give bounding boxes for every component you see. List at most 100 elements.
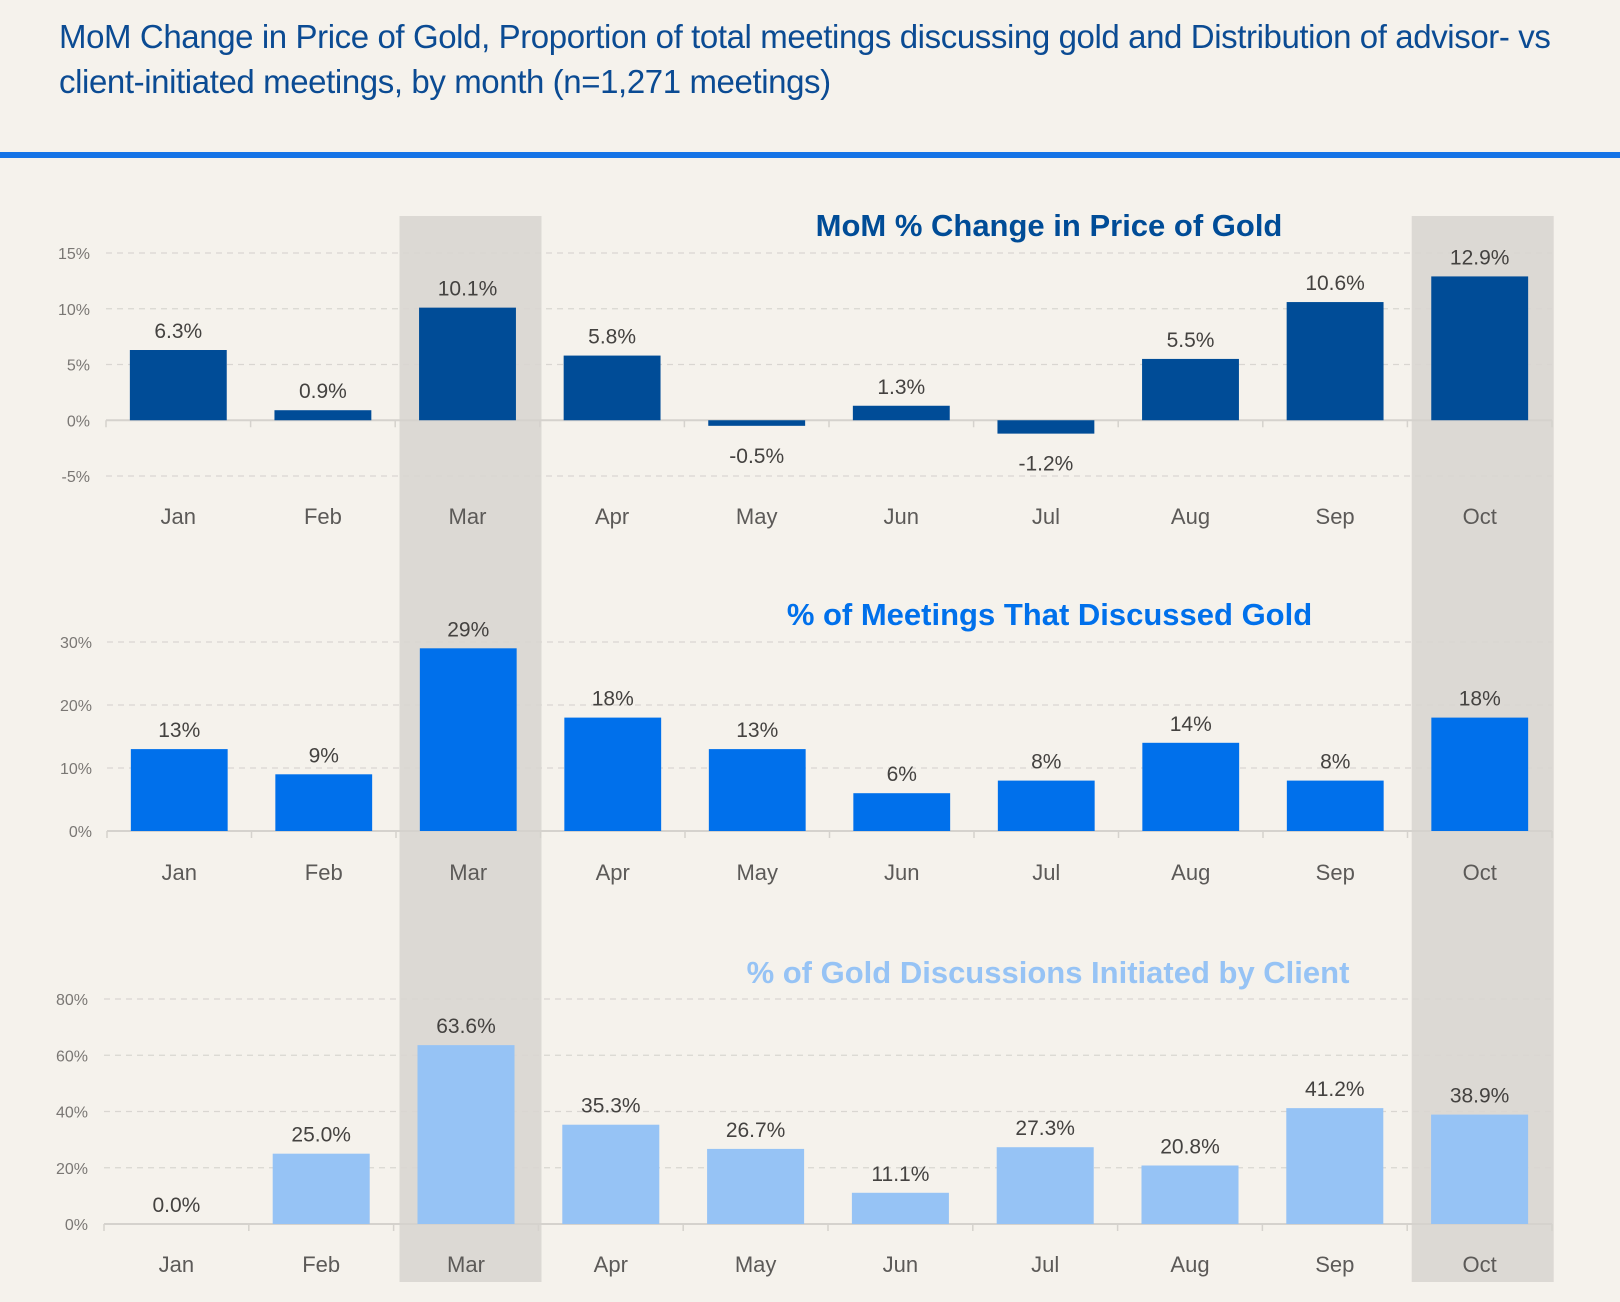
accent-rule	[0, 152, 1620, 158]
chart-title: % of Meetings That Discussed Gold	[787, 597, 1312, 632]
data-label: 41.2%	[1305, 1078, 1365, 1101]
bar-mar	[419, 307, 516, 421]
y-tick-label: 60%	[56, 1048, 88, 1065]
bar-apr	[564, 717, 662, 831]
y-tick-label: 5%	[67, 358, 90, 375]
data-label: 5.8%	[588, 326, 636, 349]
bar-sep	[1286, 780, 1384, 831]
bar-may	[708, 749, 806, 831]
data-label: -0.5%	[729, 445, 784, 468]
bar-feb	[272, 1153, 370, 1224]
data-label: 29%	[447, 618, 489, 641]
data-label: 10.6%	[1305, 272, 1365, 295]
data-label: 5.5%	[1167, 329, 1215, 352]
chart-title: % of Gold Discussions Initiated by Clien…	[747, 955, 1350, 990]
y-tick-label: 20%	[60, 698, 92, 715]
y-tick-label: 0%	[65, 1217, 88, 1234]
chart-title: MoM % Change in Price of Gold	[816, 208, 1283, 243]
bar-oct	[1431, 276, 1529, 421]
y-tick-label: 20%	[56, 1161, 88, 1178]
x-tick-label: Sep	[1316, 860, 1355, 885]
x-tick-label: Aug	[1171, 504, 1210, 529]
x-tick-label: Aug	[1171, 860, 1210, 885]
bar-jun	[853, 793, 951, 831]
data-label: 8%	[1320, 751, 1350, 774]
bar-jul	[997, 780, 1095, 831]
x-tick-label: Feb	[304, 504, 342, 529]
y-tick-label: 10%	[58, 302, 90, 319]
bar-oct	[1431, 717, 1529, 831]
x-tick-label: Oct	[1463, 504, 1497, 529]
data-label: 63.6%	[436, 1015, 496, 1038]
bar-aug	[1142, 358, 1239, 421]
x-tick-label: Apr	[596, 860, 630, 885]
bar-mar	[417, 1045, 515, 1224]
data-label: 0.9%	[299, 380, 347, 403]
data-label: 6%	[887, 763, 917, 786]
x-tick-label: Mar	[449, 504, 487, 529]
x-tick-label: Feb	[302, 1252, 340, 1277]
x-tick-label: Mar	[449, 860, 487, 885]
x-tick-label: May	[736, 504, 778, 529]
bar-jan	[129, 350, 227, 421]
y-tick-label: -5%	[62, 469, 90, 486]
bar-jul	[996, 1147, 1094, 1224]
y-tick-label: 15%	[58, 246, 90, 263]
x-tick-label: Oct	[1463, 860, 1497, 885]
bar-jul	[997, 420, 1095, 434]
x-tick-label: Jul	[1032, 860, 1060, 885]
bar-mar	[419, 648, 517, 831]
bar-feb	[275, 774, 373, 831]
bar-jun	[851, 1192, 949, 1224]
bar-apr	[562, 1124, 660, 1224]
bar-sep	[1286, 1108, 1384, 1224]
x-tick-label: Apr	[595, 504, 629, 529]
bar-may	[708, 420, 806, 426]
x-tick-label: May	[736, 860, 778, 885]
bar-sep	[1286, 302, 1384, 421]
data-label: 26.7%	[726, 1119, 786, 1142]
x-tick-label: Sep	[1315, 1252, 1354, 1277]
x-tick-label: Aug	[1170, 1252, 1209, 1277]
page-title: MoM Change in Price of Gold, Proportion …	[59, 18, 1551, 100]
y-tick-label: 30%	[60, 635, 92, 652]
y-tick-label: 80%	[56, 992, 88, 1009]
data-label: 10.1%	[438, 278, 498, 301]
y-tick-label: 0%	[69, 824, 92, 841]
data-label: 0.0%	[152, 1194, 200, 1217]
x-tick-label: Jun	[884, 504, 919, 529]
data-label: 13%	[158, 719, 200, 742]
x-tick-label: Jan	[162, 860, 197, 885]
x-tick-label: Feb	[305, 860, 343, 885]
data-label: 8%	[1031, 751, 1061, 774]
x-tick-label: Jul	[1031, 1252, 1059, 1277]
x-tick-label: Jul	[1032, 504, 1060, 529]
data-label: 25.0%	[291, 1124, 351, 1147]
data-label: 14%	[1170, 713, 1212, 736]
bar-oct	[1431, 1114, 1529, 1224]
data-label: 20.8%	[1160, 1136, 1220, 1159]
data-label: 38.9%	[1450, 1085, 1510, 1108]
x-tick-label: Oct	[1462, 1252, 1496, 1277]
data-label: 12.9%	[1450, 246, 1510, 269]
bar-aug	[1141, 1165, 1239, 1224]
x-tick-label: May	[735, 1252, 777, 1277]
bar-may	[707, 1148, 805, 1224]
data-label: 27.3%	[1015, 1117, 1075, 1140]
data-label: 6.3%	[154, 320, 202, 343]
x-tick-label: Jan	[161, 504, 196, 529]
bar-jun	[852, 405, 950, 421]
x-tick-label: Sep	[1316, 504, 1355, 529]
data-label: 9%	[309, 744, 339, 767]
data-label: 11.1%	[871, 1163, 929, 1186]
data-label: 13%	[736, 719, 778, 742]
y-tick-label: 40%	[56, 1105, 88, 1122]
data-label: 18%	[1459, 688, 1501, 711]
data-label: -1.2%	[1018, 453, 1073, 476]
data-label: 18%	[592, 688, 634, 711]
x-tick-label: Apr	[594, 1252, 628, 1277]
data-label: 1.3%	[877, 376, 925, 399]
x-tick-label: Jan	[159, 1252, 194, 1277]
bar-aug	[1142, 742, 1240, 831]
